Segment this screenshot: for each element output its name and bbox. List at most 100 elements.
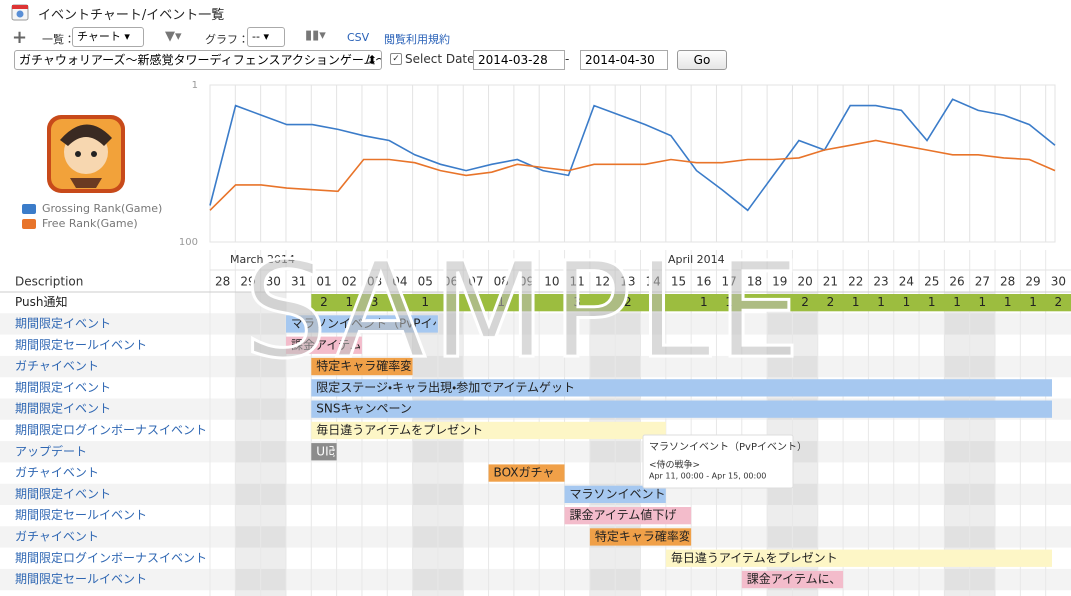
day-label: 15 [671,275,686,289]
legend-label: Grossing Rank(Game) [42,202,162,215]
go-button[interactable]: Go [677,50,727,70]
event-bar [564,507,692,525]
event-description: 期間限定セールイベント [15,508,147,522]
page-title: イベントチャート/イベント一覧 [38,8,225,23]
push-label: Push通知 [15,295,68,309]
event-description: ガチャイベント [15,529,99,543]
event-bar [564,485,666,503]
push-count: 3 [371,295,379,309]
event-description: 期間限定セールイベント [15,572,147,586]
list-select[interactable]: チャート ▾ [72,27,144,47]
terms-link[interactable]: 閲覧利用規約 [384,33,450,46]
add-button[interactable]: + [12,27,28,48]
event-description: 期間限定ログインボーナスイベント [15,551,207,565]
day-label: 24 [899,275,914,289]
event-bar [311,357,413,376]
tooltip-subtitle: <侍の戦争> [649,459,700,471]
event-label: 課金アイテム値下げ [291,337,398,352]
push-count: 1 [903,295,911,309]
day-label: 05 [418,275,433,289]
push-count: 3 [573,295,581,309]
push-count: 1 [1004,295,1012,309]
push-count: 2 [801,295,809,309]
page-icon [11,4,29,21]
weekend-shade [969,292,996,596]
row-stripe [0,313,1071,335]
push-bar [311,294,1071,312]
row-stripe [0,355,1071,378]
day-label: 06 [443,275,458,289]
day-label: 18 [747,275,762,289]
day-label: 08 [494,275,509,289]
push-count: 1 [421,295,429,309]
day-label: 04 [392,275,407,289]
day-label: 02 [342,275,357,289]
day-label: 29 [240,275,255,289]
legend-label: Free Rank(Game) [42,217,138,230]
event-description: 期間限定イベント [15,487,111,501]
day-label: 21 [823,275,838,289]
day-label: 01 [316,275,331,289]
day-label: 10 [544,275,559,289]
event-bar [285,336,362,354]
legend-swatch [22,219,36,229]
csv-link[interactable]: CSV [347,31,370,44]
weekend-shade [792,292,818,596]
day-label: 23 [873,275,888,289]
event-bar [311,400,1052,418]
app-name: ガチャウォリアーズ〜新感覚タワーディフェンスアクションゲーム〜 [19,53,382,67]
event-bar [311,421,666,440]
event-label: マラソンイベント（PvPイベント） [291,316,481,330]
tooltip-box [642,434,794,489]
event-description: ガチャイベント [15,359,99,373]
graph-value: -- [252,30,260,43]
event-label: 課金アイテム値下げ [570,507,677,522]
day-label: 29 [1025,275,1040,289]
event-description: ガチャイベント [15,466,99,480]
date-to[interactable]: 2014-04-30 [580,50,668,70]
push-count: 1 [345,295,353,309]
day-label: 17 [721,275,736,289]
chart-icon[interactable]: ▮▮▾ [305,28,326,43]
event-label: 特定キャラ確率変動 [595,528,703,543]
event-description: 期間限定イベント [15,402,111,416]
event-description: 期間限定ログインボーナスイベント [15,423,207,437]
date-checkbox[interactable]: ✓ [390,53,402,65]
push-count: 2 [320,295,328,309]
tooltip-title: マラソンイベント（PvPイベント） [649,441,807,453]
day-label: 12 [595,275,610,289]
day-label: 19 [772,275,787,289]
graph-select[interactable]: -- ▾ [247,27,285,47]
day-label: 03 [367,275,382,289]
event-label: SNSキャンペーン [316,402,412,416]
day-label: 25 [924,275,939,289]
event-bar [285,315,438,333]
month-label: March 2014 [230,253,295,266]
event-label: BOXガチャ [494,466,555,480]
day-label: 22 [848,275,863,289]
day-label: 09 [519,275,534,289]
day-label: 28 [1000,275,1015,289]
day-label: 13 [620,275,635,289]
list-value: チャート [77,30,121,43]
event-label: 毎日違うアイテムをプレゼント [671,550,838,565]
app-icon [47,115,125,193]
date-from[interactable]: 2014-03-28 [473,50,565,70]
app-select[interactable]: ガチャウォリアーズ〜新感覚タワーディフェンスアクションゲーム〜 ⬍ [14,50,382,70]
day-label: 16 [696,275,711,289]
event-label: 特定キャラ確率変動 [316,358,424,373]
select-date-label: Select Date [405,52,475,66]
list-label: 一覧： [42,33,75,46]
day-label: 28 [215,275,230,289]
push-count: 2 [624,295,632,309]
push-count: 2 [1055,295,1063,309]
weekend-shade [260,292,286,596]
filter-icon[interactable]: ▼▾ [165,29,182,44]
push-count: 1 [497,295,505,309]
day-label: 07 [468,275,483,289]
legend-swatch [22,204,36,214]
series-line [209,139,1056,211]
push-count: 1 [1029,295,1037,309]
event-label: 限定ステージ・キャラ出現・参加でアイテムゲット [316,380,575,394]
day-label: 20 [797,275,812,289]
